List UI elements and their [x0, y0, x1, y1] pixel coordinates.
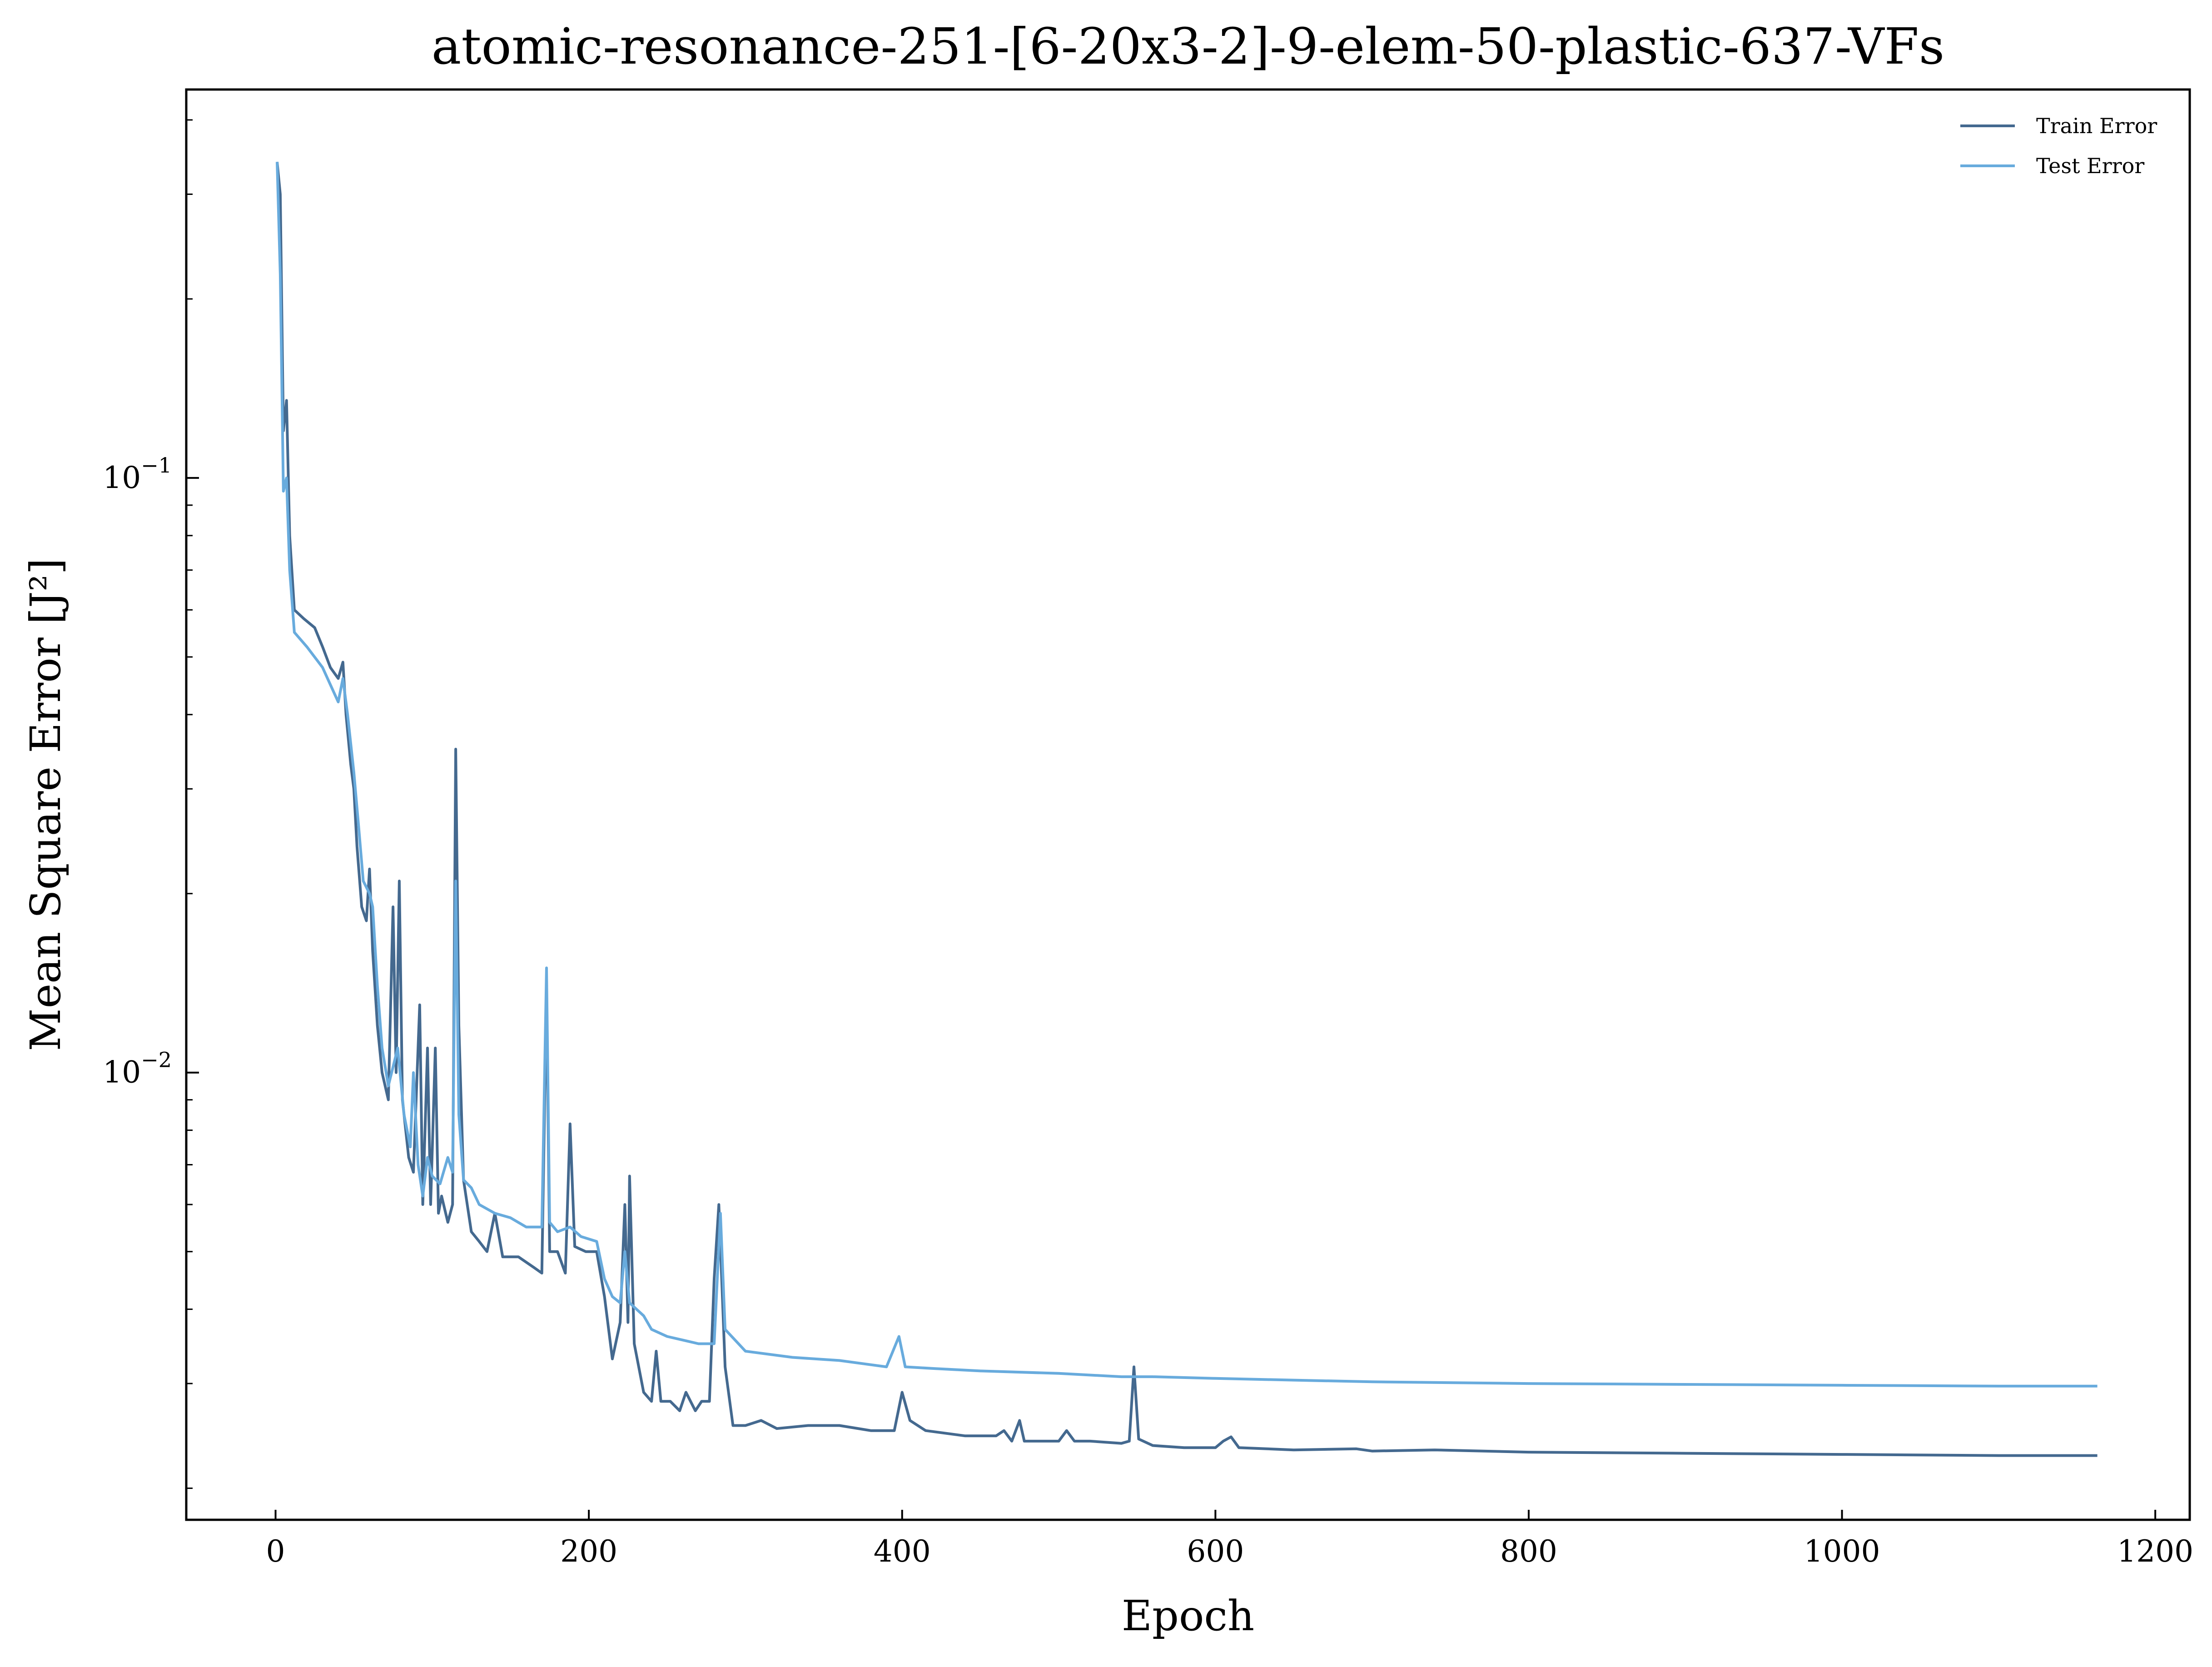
plot-area: 0 200 400 600 800 1000 1200 10−1 10−2 [103, 88, 2193, 1569]
x-tick-label: 1200 [2117, 1534, 2193, 1569]
series-layer [276, 162, 2098, 1457]
series-line-test [276, 162, 2098, 1388]
legend: Train Error Test Error [1960, 114, 2157, 178]
series-line-train [276, 162, 2098, 1457]
x-axis-ticks: 0 200 400 600 800 1000 1200 [266, 1510, 2193, 1569]
legend-label: Test Error [2036, 154, 2144, 178]
x-tick-label: 0 [266, 1534, 285, 1569]
x-tick-label: 1000 [1804, 1534, 1880, 1569]
legend-label: Train Error [2036, 114, 2157, 138]
y-tick-label: 10−2 [103, 1048, 172, 1090]
x-tick-label: 400 [874, 1534, 931, 1569]
x-axis-label: Epoch [1122, 1592, 1254, 1640]
y-axis-ticks: 10−1 10−2 [103, 119, 199, 1489]
x-tick-label: 200 [560, 1534, 617, 1569]
x-tick-label: 600 [1187, 1534, 1244, 1569]
chart-title: atomic-resonance-251-[6-20x3-2]-9-elem-5… [432, 17, 1944, 75]
plot-frame [185, 88, 2191, 1521]
y-axis-label: Mean Square Error [J²] [21, 558, 70, 1051]
x-tick-label: 800 [1500, 1534, 1557, 1569]
y-tick-label: 10−1 [103, 453, 172, 495]
